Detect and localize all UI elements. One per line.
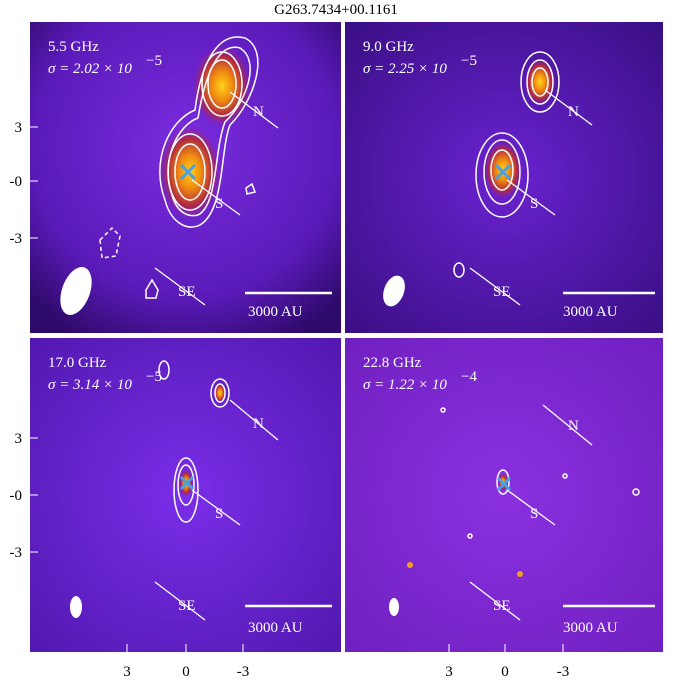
x-tick-label: 3 (445, 664, 453, 680)
sigma-exponent: −5 (146, 53, 162, 69)
source-label: N (253, 104, 264, 120)
frequency-label: 22.8 GHz (363, 355, 422, 371)
y-tick-label: -3 (10, 545, 23, 561)
sigma-label: σ = 1.22 × 10 (363, 377, 447, 393)
y-tick-label: -0 (10, 488, 23, 504)
x-tick-label: -3 (237, 664, 250, 680)
panel (345, 338, 663, 652)
y-tick-label: 3 (15, 431, 23, 447)
sigma-exponent: −4 (461, 369, 477, 385)
panel (30, 22, 341, 333)
source-label: SE (493, 598, 511, 614)
source-label: N (568, 104, 579, 120)
y-tick-label: -3 (10, 231, 23, 247)
panel (30, 338, 341, 652)
overlay (154, 89, 655, 621)
sigma-label: σ = 2.02 × 10 (48, 61, 132, 77)
sigma-label: σ = 3.14 × 10 (48, 377, 132, 393)
scale-bar-label: 3000 AU (563, 304, 618, 320)
x-tick-label: 3 (123, 664, 131, 680)
x-tick-label: 0 (501, 664, 509, 680)
sigma-label: σ = 2.25 × 10 (363, 61, 447, 77)
frequency-label: 17.0 GHz (48, 355, 107, 371)
scale-bar-label: 3000 AU (248, 304, 303, 320)
source-label: SE (178, 284, 196, 300)
source-label: S (215, 506, 223, 522)
x-tick-label: -3 (557, 664, 570, 680)
scale-bar-label: 3000 AU (563, 620, 618, 636)
scale-bar-label: 3000 AU (248, 620, 303, 636)
source-label: N (568, 418, 579, 434)
y-tick-label: -0 (10, 174, 23, 190)
figure-title: G263.7434+00.1161 (274, 2, 398, 18)
frequency-label: 5.5 GHz (48, 39, 99, 55)
source-label: SE (178, 598, 196, 614)
x-tick-label: 0 (182, 664, 190, 680)
source-label: N (253, 416, 264, 432)
source-label: S (215, 196, 223, 212)
y-tick-label: 3 (15, 120, 23, 136)
source-label: SE (493, 284, 511, 300)
frequency-label: 9.0 GHz (363, 39, 414, 55)
sigma-exponent: −5 (146, 369, 162, 385)
source-label: S (530, 196, 538, 212)
sigma-exponent: −5 (461, 53, 477, 69)
source-label: S (530, 506, 538, 522)
